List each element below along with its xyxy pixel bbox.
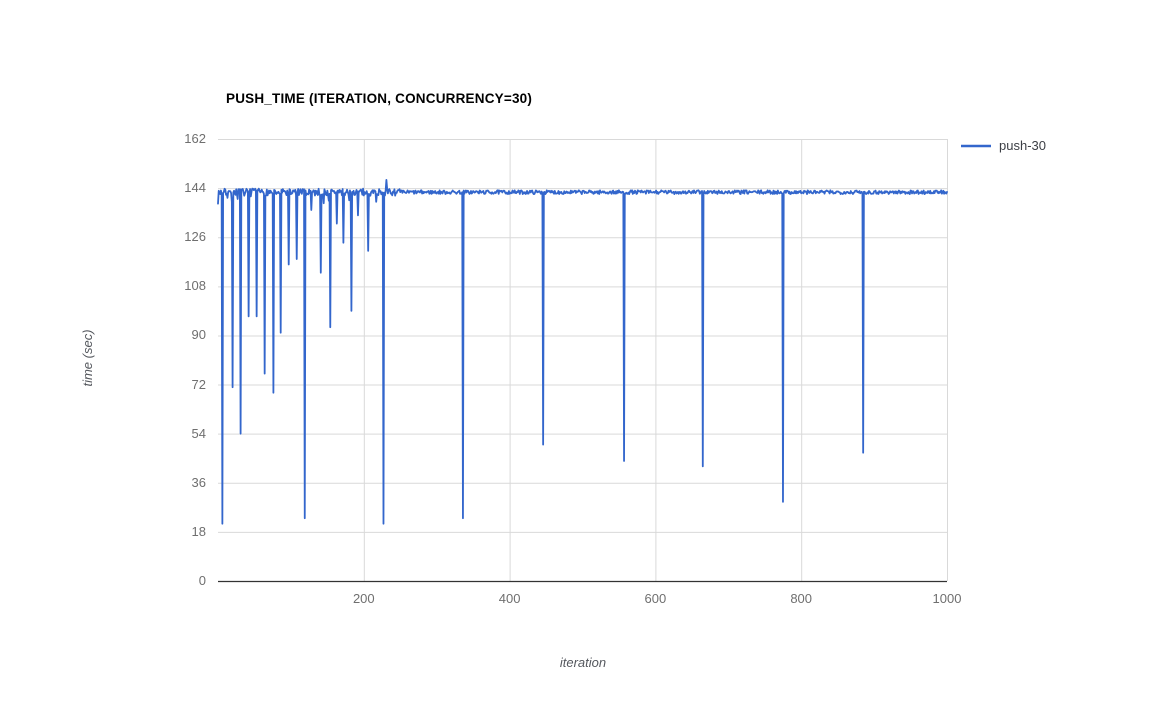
y-axis-label: time (sec) (80, 329, 95, 387)
legend-series-label: push-30 (999, 138, 1046, 153)
x-tick-label: 600 (644, 591, 667, 606)
legend-line-icon (961, 144, 991, 147)
x-tick-label: 200 (352, 591, 375, 606)
legend: push-30 (961, 138, 1046, 153)
y-tick-label: 126 (184, 229, 206, 245)
x-tick-label: 400 (498, 591, 521, 606)
series-line-push-30 (217, 179, 948, 525)
y-tick-label: 72 (191, 376, 206, 392)
chart-title: PUSH_TIME (ITERATION, CONCURRENCY=30) (226, 91, 533, 106)
y-tick-label: 144 (184, 180, 206, 196)
y-tick-label: 0 (198, 573, 206, 588)
x-axis-label: iteration (559, 655, 607, 670)
y-tick-label: 108 (184, 278, 206, 294)
y-tick-label: 162 (184, 131, 206, 146)
x-tick-label: 1000 (932, 591, 962, 606)
x-tick-label: 800 (790, 591, 813, 606)
y-tick-label: 18 (191, 523, 206, 539)
y-tick-label: 36 (191, 474, 206, 490)
y-tick-label: 90 (191, 327, 206, 343)
y-tick-label: 54 (191, 425, 206, 441)
